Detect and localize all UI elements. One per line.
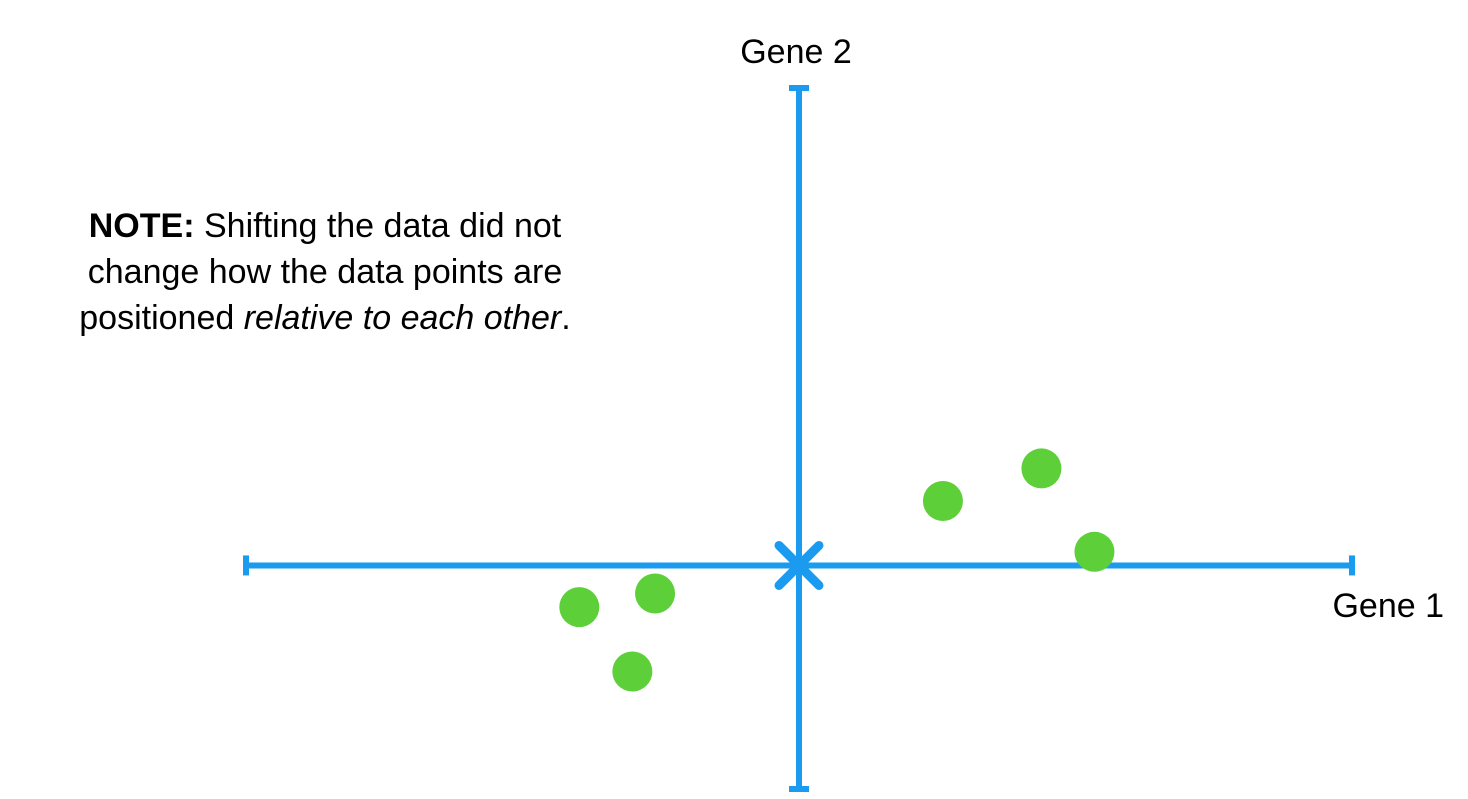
note-text: Shifting the data did not change how the… (79, 207, 563, 337)
center-marker-stroke-2 (774, 540, 824, 590)
x-axis-label: Gene 1 (1332, 587, 1444, 625)
axis-labels: Gene 2 Gene 1 (740, 33, 1444, 625)
data-point (612, 651, 653, 692)
data-point (559, 587, 600, 628)
note-emphasis: relative to each other (243, 299, 562, 337)
note-label: NOTE: (88, 207, 195, 245)
note-text-end: . (561, 299, 571, 337)
data-point (1074, 531, 1115, 572)
data-point (635, 573, 676, 614)
note-annotation: NOTE: Shifting the data did not change h… (40, 203, 610, 341)
axes (243, 85, 1355, 792)
data-point (1021, 448, 1062, 489)
data-point (922, 481, 963, 522)
data-points (559, 448, 1115, 692)
y-axis-label: Gene 2 (740, 33, 852, 71)
